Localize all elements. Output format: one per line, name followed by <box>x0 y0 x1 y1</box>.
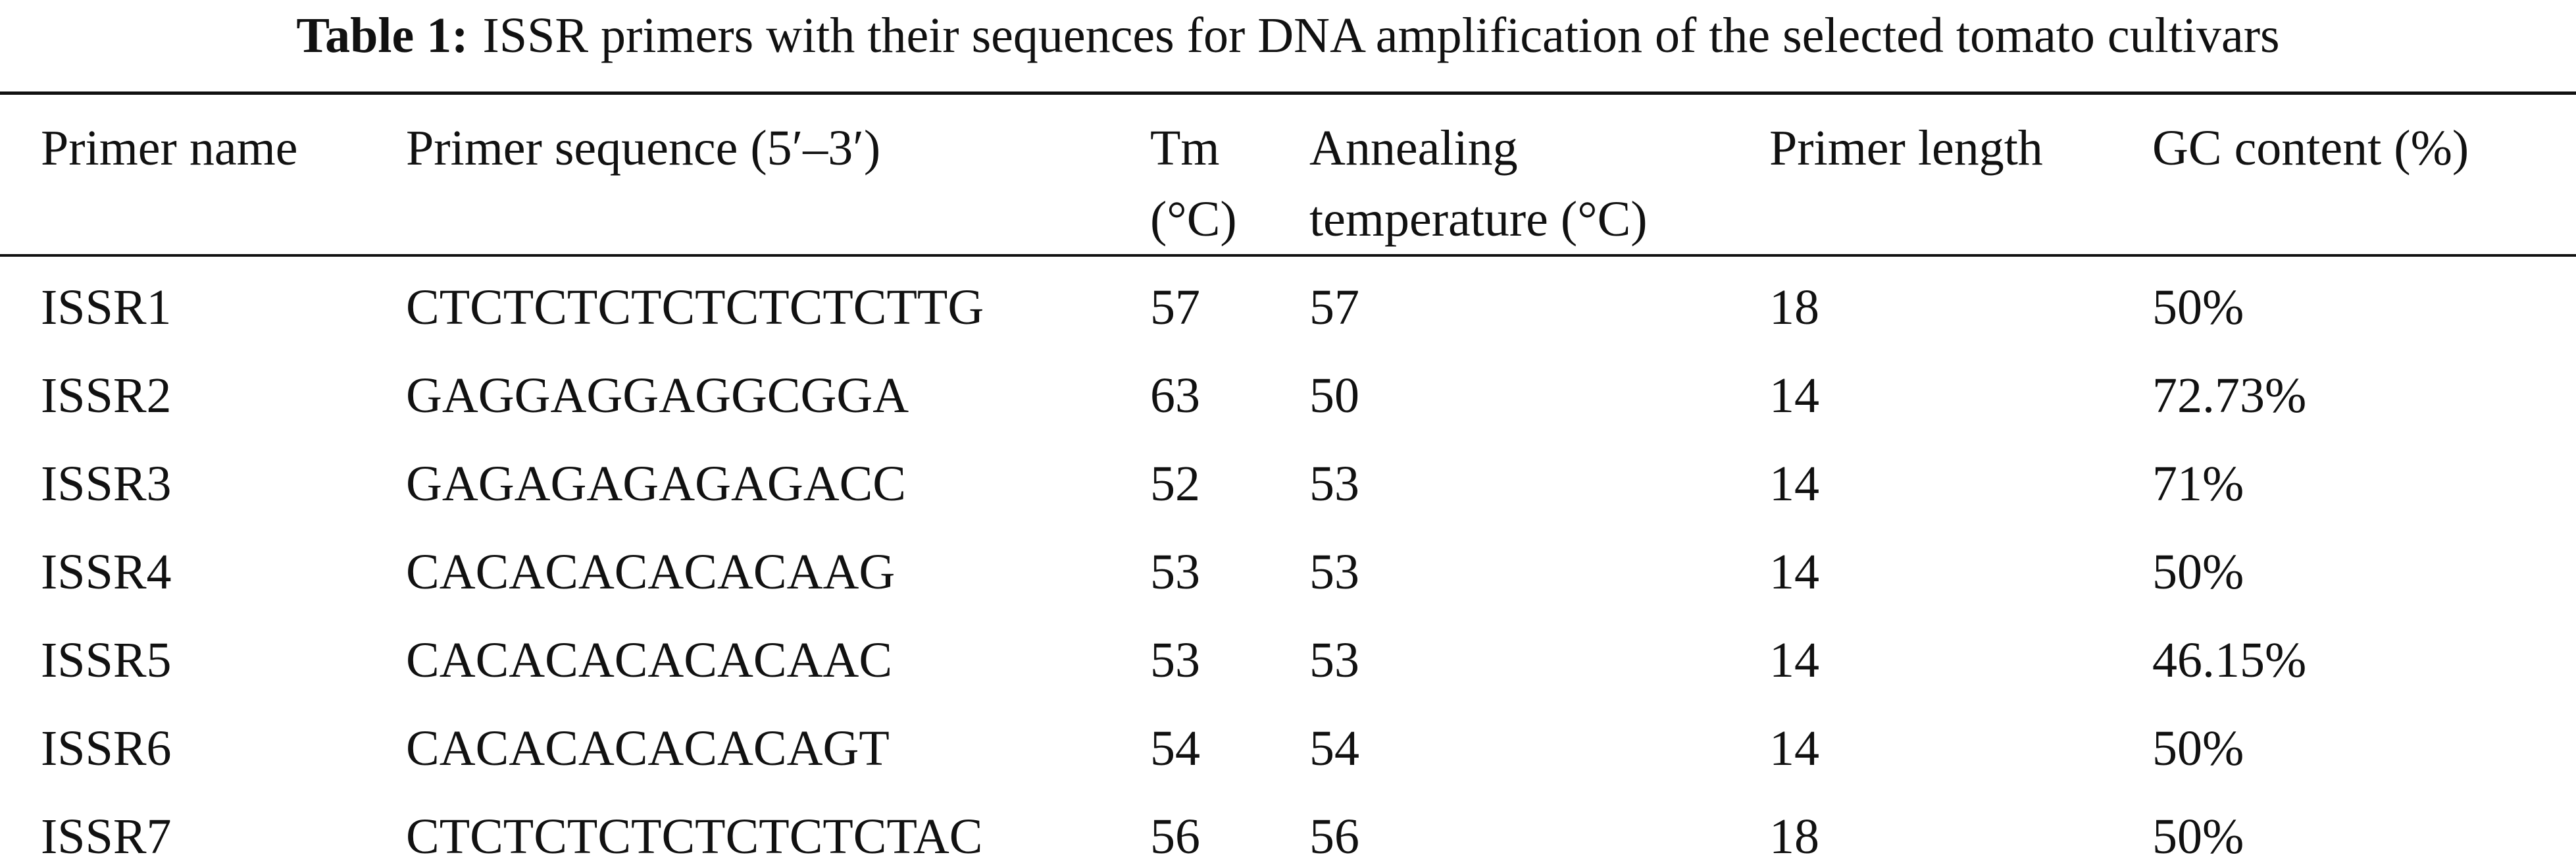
table-cell: CACACACACACAAC <box>406 633 893 688</box>
table-cell: 14 <box>1769 721 1819 776</box>
table-cell: 71% <box>2152 456 2244 511</box>
table-cell: 50% <box>2152 809 2244 861</box>
table-cell: 53 <box>1309 456 1359 511</box>
table-cell: 14 <box>1769 633 1819 688</box>
header-cell: Annealing temperature (°C) <box>1309 120 1648 247</box>
table-cell: CACACACACACAAG <box>406 544 896 600</box>
table-cell: ISSR3 <box>41 456 172 511</box>
table-cell: 63 <box>1150 368 1200 423</box>
header-rule <box>0 254 2576 257</box>
table-cell: 14 <box>1769 456 1819 511</box>
top-rule <box>0 91 2576 95</box>
table-cell: ISSR6 <box>41 721 172 776</box>
table-cell: 18 <box>1769 280 1819 335</box>
table-cell: 14 <box>1769 544 1819 600</box>
table-cell: 18 <box>1769 809 1819 861</box>
table-caption: Table 1: ISSR primers with their sequence… <box>0 3 2576 68</box>
table-cell: 72.73% <box>2152 368 2307 423</box>
table-cell: ISSR2 <box>41 368 172 423</box>
table-cell: 53 <box>1309 544 1359 600</box>
table-cell: 53 <box>1150 544 1200 600</box>
header-cell: Primer length <box>1769 120 2043 176</box>
table-cell: 54 <box>1150 721 1200 776</box>
table-cell: ISSR1 <box>41 280 172 335</box>
table-cell: GAGAGAGAGAGACC <box>406 456 906 511</box>
table-cell: 50 <box>1309 368 1359 423</box>
table-cell: 57 <box>1150 280 1200 335</box>
table-cell: 56 <box>1309 809 1359 861</box>
table-cell: ISSR4 <box>41 544 172 600</box>
table-cell: 57 <box>1309 280 1359 335</box>
header-cell: GC content (%) <box>2152 120 2469 176</box>
header-cell: Primer sequence (5′–3′) <box>406 120 881 176</box>
table-cell: 46.15% <box>2152 633 2307 688</box>
table-cell: 50% <box>2152 544 2244 600</box>
caption-text: ISSR primers with their sequences for DN… <box>482 8 2280 63</box>
table-cell: 50% <box>2152 280 2244 335</box>
table-cell: 56 <box>1150 809 1200 861</box>
header-cell: Tm (°C) <box>1150 120 1237 247</box>
table-cell: CTCTCTCTCTCTCTCTTG <box>406 280 984 335</box>
table-cell: 50% <box>2152 721 2244 776</box>
table-cell: GAGGAGGAGGCGGA <box>406 368 909 423</box>
header-cell: Primer name <box>41 120 298 176</box>
table-cell: 54 <box>1309 721 1359 776</box>
caption-label: Table 1: <box>296 8 468 63</box>
table-cell: 53 <box>1150 633 1200 688</box>
table-cell: 14 <box>1769 368 1819 423</box>
table-cell: CTCTCTCTCTCTCTCTAC <box>406 809 983 861</box>
table-cell: CACACACACACAGT <box>406 721 890 776</box>
table-cell: ISSR5 <box>41 633 172 688</box>
table-cell: 52 <box>1150 456 1200 511</box>
table-cell: ISSR7 <box>41 809 172 861</box>
table-cell: 53 <box>1309 633 1359 688</box>
